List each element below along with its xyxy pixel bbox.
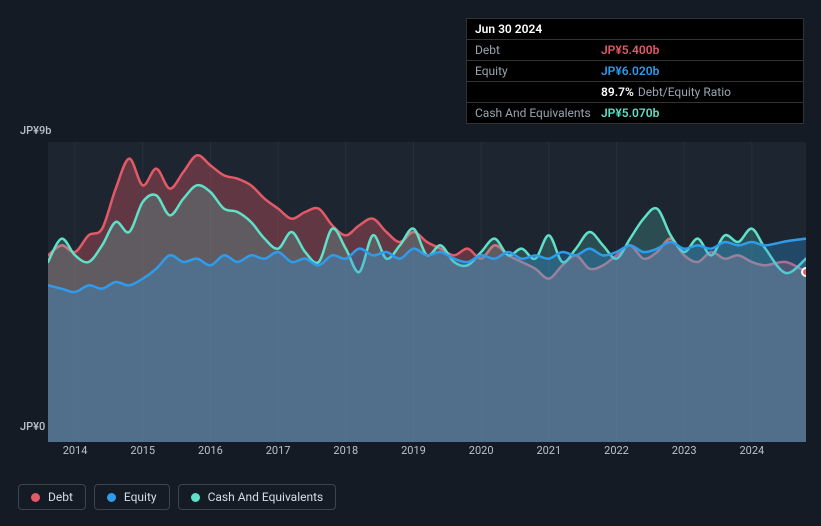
tooltip-label-debt: Debt — [475, 43, 601, 57]
legend-dot-cash — [191, 493, 200, 502]
tooltip-row-ratio: 89.7% Debt/Equity Ratio — [467, 82, 803, 103]
tooltip-label-equity: Equity — [475, 64, 601, 78]
x-tick-2015: 2015 — [130, 444, 155, 457]
chart-svg — [48, 142, 806, 442]
x-axis: 2014 2015 2016 2017 2018 2019 2020 2021 2022 2023… — [48, 444, 806, 464]
legend-dot-debt — [31, 493, 40, 502]
legend-label-cash: Cash And Equivalents — [208, 490, 324, 504]
legend-label-debt: Debt — [48, 490, 73, 504]
y-axis-label-bottom: JP¥0 — [20, 420, 45, 433]
x-tick-2017: 2017 — [266, 444, 291, 457]
legend-item-equity[interactable]: Equity — [94, 484, 170, 510]
x-tick-2019: 2019 — [401, 444, 426, 457]
tooltip-date: Jun 30 2024 — [475, 22, 542, 36]
tooltip-ratio-label: Debt/Equity Ratio — [638, 85, 731, 99]
y-axis-label-top: JP¥9b — [20, 124, 51, 137]
x-tick-2021: 2021 — [536, 444, 561, 457]
legend-dot-equity — [107, 493, 116, 502]
tooltip-value-cash: JP¥5.070b — [601, 106, 659, 120]
plot-area[interactable] — [48, 142, 806, 442]
x-tick-2020: 2020 — [469, 444, 494, 457]
tooltip-label-cash: Cash And Equivalents — [475, 106, 601, 120]
tooltip-row-debt: Debt JP¥5.400b — [467, 40, 803, 61]
tooltip-row-cash: Cash And Equivalents JP¥5.070b — [467, 103, 803, 123]
tooltip-value-debt: JP¥5.400b — [601, 43, 659, 57]
legend-item-cash[interactable]: Cash And Equivalents — [178, 484, 337, 510]
x-tick-2016: 2016 — [198, 444, 223, 457]
x-tick-2023: 2023 — [672, 444, 697, 457]
tooltip-label-ratio — [475, 85, 601, 99]
legend-item-debt[interactable]: Debt — [18, 484, 86, 510]
tooltip-value-ratio: 89.7% Debt/Equity Ratio — [601, 85, 731, 99]
x-tick-2014: 2014 — [63, 444, 88, 457]
tooltip-date-row: Jun 30 2024 — [467, 19, 803, 40]
debt-equity-chart: JP¥9b JP¥0 20142015201620172018201920202… — [16, 124, 806, 464]
x-tick-2022: 2022 — [604, 444, 629, 457]
tooltip-ratio-pct: 89.7% — [601, 85, 634, 99]
tooltip-value-equity: JP¥6.020b — [601, 64, 659, 78]
legend-label-equity: Equity — [124, 490, 157, 504]
chart-tooltip: Jun 30 2024 Debt JP¥5.400b Equity JP¥6.0… — [466, 18, 804, 124]
chart-legend: Debt Equity Cash And Equivalents — [18, 484, 336, 510]
x-tick-2024: 2024 — [739, 444, 764, 457]
x-tick-2018: 2018 — [333, 444, 358, 457]
tooltip-row-equity: Equity JP¥6.020b — [467, 61, 803, 82]
